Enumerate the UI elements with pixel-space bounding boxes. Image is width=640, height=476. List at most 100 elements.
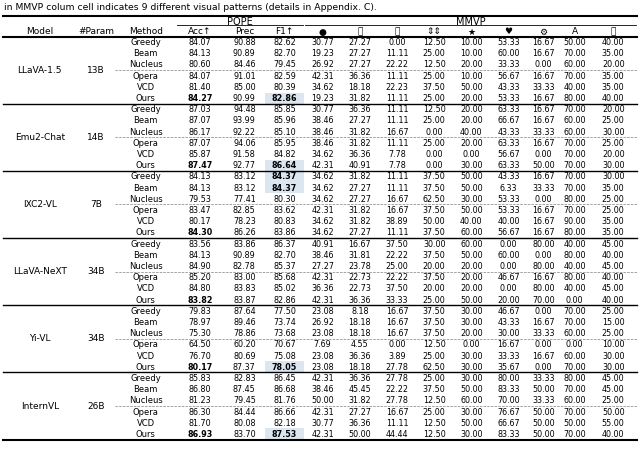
Text: 85.10: 85.10 (273, 128, 296, 137)
Text: 37.50: 37.50 (423, 251, 445, 260)
Text: 46.67: 46.67 (497, 307, 520, 316)
Text: 33.33: 33.33 (497, 60, 520, 69)
Text: 60.00: 60.00 (460, 397, 483, 406)
Bar (265, 171, 304, 182)
Text: 30.00: 30.00 (460, 318, 483, 327)
Text: IXC2-VL: IXC2-VL (23, 200, 57, 209)
Text: 53.33: 53.33 (497, 195, 520, 204)
Text: 85.83: 85.83 (188, 374, 211, 383)
Text: 0.00: 0.00 (500, 239, 517, 248)
Text: 16.67: 16.67 (386, 307, 408, 316)
Text: 30.00: 30.00 (460, 161, 483, 170)
Text: 34.62: 34.62 (311, 83, 334, 92)
Text: 60.00: 60.00 (497, 251, 520, 260)
Text: VCD: VCD (137, 83, 155, 92)
Text: 84.27: 84.27 (187, 94, 212, 103)
Text: 80.60: 80.60 (189, 60, 211, 69)
Text: 16.67: 16.67 (532, 352, 555, 361)
Text: 33.33: 33.33 (532, 83, 555, 92)
Text: 84.44: 84.44 (233, 407, 255, 416)
Text: 80.00: 80.00 (532, 239, 555, 248)
Text: 30.77: 30.77 (311, 419, 334, 428)
Text: 16.67: 16.67 (532, 49, 555, 58)
Text: 16.67: 16.67 (532, 38, 555, 47)
Text: 77.50: 77.50 (273, 307, 296, 316)
Text: 56.67: 56.67 (497, 71, 520, 80)
Text: 19.23: 19.23 (311, 94, 334, 103)
Text: 40.91: 40.91 (311, 239, 334, 248)
Text: 31.82: 31.82 (348, 139, 371, 148)
Text: 25.00: 25.00 (423, 139, 445, 148)
Text: 26.92: 26.92 (311, 318, 334, 327)
Text: 82.18: 82.18 (273, 419, 296, 428)
Text: 30.00: 30.00 (602, 363, 625, 372)
Text: 36.36: 36.36 (349, 374, 371, 383)
Text: 30.00: 30.00 (460, 374, 483, 383)
Text: 82.62: 82.62 (273, 38, 296, 47)
Text: 37.50: 37.50 (423, 83, 445, 92)
Text: 30.00: 30.00 (460, 430, 483, 439)
Text: 34.62: 34.62 (311, 195, 334, 204)
Text: 16.67: 16.67 (532, 172, 555, 181)
Text: 87.37: 87.37 (233, 363, 256, 372)
Text: 42.31: 42.31 (311, 296, 334, 305)
Text: 0.00: 0.00 (463, 150, 480, 159)
Text: 11.11: 11.11 (386, 117, 408, 125)
Bar (265, 361, 304, 373)
Text: 50.00: 50.00 (423, 217, 445, 226)
Text: 83.12: 83.12 (233, 184, 255, 193)
Text: 91.01: 91.01 (233, 71, 255, 80)
Text: 11.11: 11.11 (386, 184, 408, 193)
Text: 38.46: 38.46 (311, 251, 334, 260)
Text: 25.00: 25.00 (602, 307, 625, 316)
Text: 83.00: 83.00 (233, 273, 255, 282)
Text: 7.78: 7.78 (388, 161, 406, 170)
Text: 40.00: 40.00 (460, 217, 483, 226)
Text: 50.00: 50.00 (460, 83, 483, 92)
Text: 16.67: 16.67 (532, 105, 555, 114)
Text: 27.78: 27.78 (385, 374, 408, 383)
Text: 35.00: 35.00 (602, 71, 625, 80)
Text: 16.67: 16.67 (386, 407, 408, 416)
Text: 83.70: 83.70 (233, 430, 255, 439)
Text: 27.27: 27.27 (348, 49, 371, 58)
Text: 82.70: 82.70 (273, 251, 296, 260)
Text: 83.86: 83.86 (273, 228, 296, 238)
Text: 50.00: 50.00 (460, 251, 483, 260)
Text: 33.33: 33.33 (532, 374, 555, 383)
Text: 84.80: 84.80 (189, 284, 211, 293)
Text: 16.67: 16.67 (386, 206, 408, 215)
Text: 18.18: 18.18 (349, 329, 371, 338)
Text: 80.30: 80.30 (273, 195, 296, 204)
Text: 53.33: 53.33 (497, 206, 520, 215)
Text: 20.00: 20.00 (460, 262, 483, 271)
Text: 50.00: 50.00 (602, 407, 625, 416)
Text: 86.68: 86.68 (273, 385, 296, 394)
Text: Beam: Beam (134, 318, 158, 327)
Text: 80.00: 80.00 (563, 195, 586, 204)
Text: 12.50: 12.50 (423, 419, 445, 428)
Text: 43.33: 43.33 (497, 83, 520, 92)
Text: MMVP: MMVP (456, 17, 485, 27)
Text: 80.69: 80.69 (233, 352, 255, 361)
Text: 12.50: 12.50 (423, 340, 445, 349)
Text: 0.00: 0.00 (500, 262, 517, 271)
Text: 12.50: 12.50 (423, 38, 445, 47)
Text: 31.82: 31.82 (348, 172, 371, 181)
Text: 87.53: 87.53 (272, 430, 297, 439)
Text: 50.00: 50.00 (460, 296, 483, 305)
Text: 38.46: 38.46 (311, 117, 334, 125)
Text: 16.67: 16.67 (532, 228, 555, 238)
Text: 70.00: 70.00 (563, 363, 586, 372)
Text: 38.46: 38.46 (311, 385, 334, 394)
Text: 20.00: 20.00 (460, 60, 483, 69)
Text: 80.00: 80.00 (563, 273, 586, 282)
Bar (265, 182, 304, 193)
Text: 81.40: 81.40 (189, 83, 211, 92)
Text: 87.03: 87.03 (188, 105, 211, 114)
Text: 30.77: 30.77 (311, 38, 334, 47)
Text: 16.67: 16.67 (348, 239, 371, 248)
Text: 90.99: 90.99 (233, 94, 256, 103)
Text: 45.00: 45.00 (602, 374, 625, 383)
Text: 33.33: 33.33 (497, 352, 520, 361)
